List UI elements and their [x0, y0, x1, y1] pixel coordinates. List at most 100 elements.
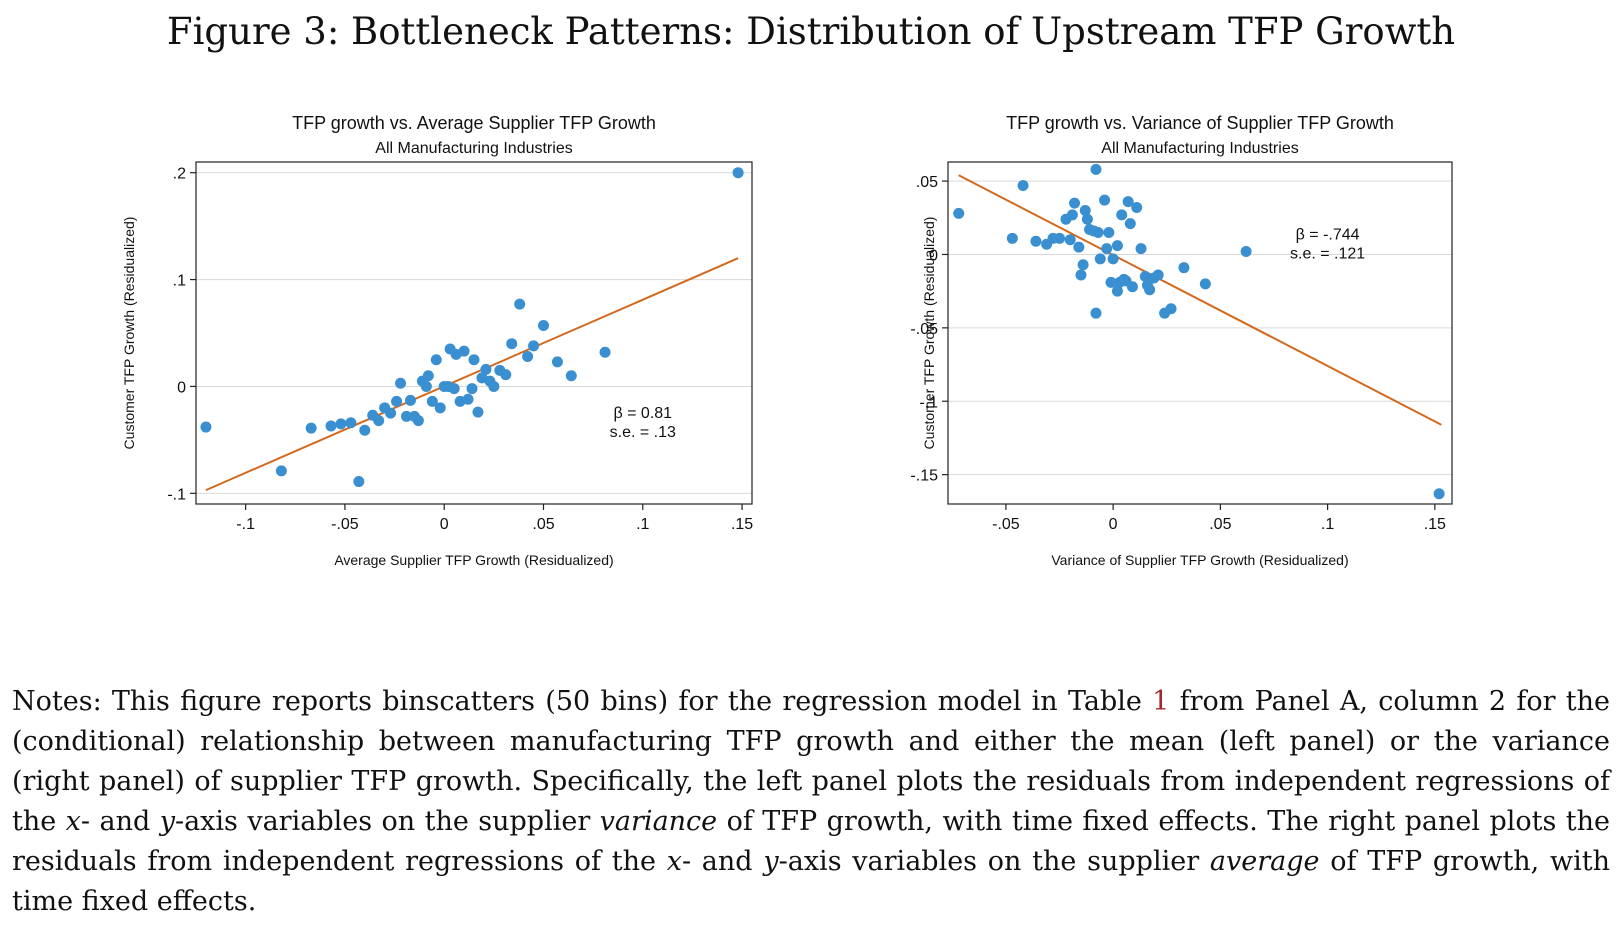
data-point — [1103, 226, 1115, 238]
data-point — [426, 395, 438, 407]
data-point — [1199, 278, 1211, 290]
figure-title: Figure 3: Bottleneck Patterns: Distribut… — [166, 10, 1456, 53]
x-tick-label: .1 — [1321, 516, 1334, 533]
y-tick-label: 0 — [929, 247, 938, 264]
data-point — [458, 345, 470, 357]
data-point — [1240, 246, 1252, 258]
data-point — [385, 407, 397, 419]
chart-subtitle: All Manufacturing Industries — [1101, 140, 1298, 157]
right-scatter-chart: TFP growth vs. Variance of Supplier TFP … — [910, 113, 1453, 568]
data-point — [422, 370, 434, 382]
chart-subtitle: All Manufacturing Industries — [375, 140, 572, 157]
data-point — [345, 417, 357, 429]
data-point — [1064, 234, 1076, 246]
chart-title: TFP growth vs. Variance of Supplier TFP … — [1006, 113, 1394, 133]
data-point — [404, 394, 416, 406]
notes-y-var-1: y — [159, 806, 175, 837]
data-point — [200, 421, 212, 433]
data-point — [1165, 303, 1177, 315]
data-point — [506, 338, 518, 350]
data-point — [522, 351, 534, 363]
left-panel: TFP growth vs. Average Supplier TFP Grow… — [0, 110, 760, 600]
data-point — [1178, 262, 1190, 274]
data-point — [1122, 196, 1134, 208]
data-point — [1066, 209, 1078, 221]
data-point — [353, 476, 365, 488]
y-tick-label: -.15 — [910, 468, 938, 485]
data-point — [434, 402, 446, 414]
y-tick-label: -.1 — [167, 486, 186, 503]
data-point — [1090, 163, 1102, 175]
data-point — [1017, 179, 1029, 191]
data-point — [1131, 202, 1143, 214]
data-point — [1099, 194, 1111, 206]
data-point — [1101, 243, 1113, 255]
data-point — [275, 465, 287, 477]
notes-emphasis-variance: variance — [599, 806, 718, 837]
data-point — [1152, 269, 1164, 281]
y-axis-label: Customer TFP Growth (Residualized) — [121, 217, 137, 450]
data-point — [538, 320, 549, 332]
data-point — [1006, 232, 1018, 244]
notes-text-8: of TFP growth, with time fixed effects. — [12, 846, 1611, 917]
data-point — [448, 383, 460, 395]
data-point — [528, 340, 540, 352]
data-point — [514, 298, 526, 310]
notes-x-var-2: x — [666, 846, 682, 877]
data-point — [325, 420, 337, 432]
x-tick-label: .15 — [731, 516, 753, 533]
data-point — [1111, 285, 1123, 297]
beta-annotation: β = -.744 — [1296, 227, 1360, 244]
data-point — [1107, 253, 1119, 265]
x-axis-label: Variance of Supplier TFP Growth (Residua… — [1051, 552, 1348, 568]
data-point — [551, 356, 563, 368]
data-point — [472, 406, 484, 418]
data-point — [305, 422, 317, 434]
data-point — [1126, 281, 1138, 293]
x-tick-label: .05 — [532, 516, 554, 533]
x-tick-label: -.05 — [331, 516, 359, 533]
notes-x-var-1: x — [65, 806, 81, 837]
notes-text-3: - and — [80, 806, 160, 837]
data-point — [462, 393, 474, 405]
y-tick-label: .1 — [173, 273, 186, 290]
y-axis-label: Customer TFP Growth (Residualized) — [921, 217, 937, 450]
data-point — [1075, 269, 1087, 281]
data-point — [1116, 209, 1128, 221]
x-axis-label: Average Supplier TFP Growth (Residualize… — [334, 552, 613, 568]
data-point — [1433, 488, 1445, 500]
data-point — [1077, 259, 1089, 271]
data-point — [430, 354, 442, 366]
fit-line — [958, 174, 1442, 426]
data-point — [373, 415, 385, 427]
x-tick-label: .05 — [1209, 516, 1231, 533]
data-point — [468, 354, 480, 366]
right-panel: TFP growth vs. Variance of Supplier TFP … — [800, 110, 1560, 600]
fit-line — [205, 257, 739, 492]
data-point — [395, 377, 407, 389]
y-tick-label: 0 — [177, 379, 186, 396]
notes-text-5: of TFP growth, with time fixed effects. … — [12, 806, 1610, 877]
se-annotation: s.e. = .121 — [1290, 246, 1365, 263]
data-point — [359, 424, 371, 436]
data-point — [1124, 218, 1136, 230]
data-point — [488, 380, 500, 392]
notes-text-6: - and — [681, 846, 764, 877]
notes-text-4: -axis variables on the supplier — [174, 806, 600, 837]
data-point — [1105, 276, 1117, 288]
data-point — [412, 415, 424, 427]
se-annotation: s.e. = .13 — [610, 424, 676, 441]
y-tick-label: .05 — [916, 174, 938, 191]
y-tick-label: -.05 — [910, 321, 938, 338]
table-reference-link[interactable]: 1 — [1152, 686, 1170, 717]
beta-annotation: β = 0.81 — [613, 405, 672, 422]
data-point — [1135, 243, 1147, 255]
data-point — [732, 167, 744, 179]
data-point — [1073, 241, 1085, 253]
notes-y-var-2: y — [763, 846, 779, 877]
data-point — [953, 207, 965, 219]
data-point — [1054, 232, 1066, 244]
data-point — [599, 346, 611, 358]
x-tick-label: 0 — [440, 516, 449, 533]
data-point — [565, 370, 577, 382]
